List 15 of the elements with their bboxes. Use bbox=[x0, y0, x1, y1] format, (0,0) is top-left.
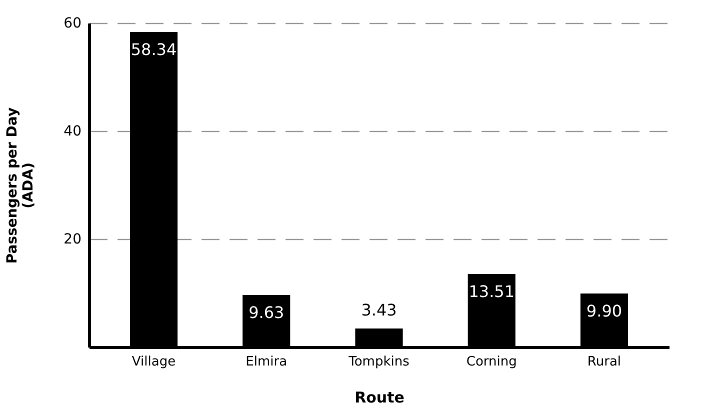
y-tick-label: 60 bbox=[64, 16, 82, 32]
data-label: 3.43 bbox=[361, 300, 397, 320]
data-label: 58.34 bbox=[130, 40, 177, 59]
y-axis-title: Passengers per Day (ADA) bbox=[4, 107, 37, 264]
x-axis-title: Route bbox=[354, 388, 404, 406]
x-tick-label: Elmira bbox=[246, 354, 288, 370]
data-label: 9.90 bbox=[586, 302, 622, 321]
x-tick-label: Rural bbox=[587, 354, 622, 370]
data-label: 9.63 bbox=[248, 303, 284, 322]
x-tick-label: Village bbox=[132, 354, 176, 370]
y-tick-label: 20 bbox=[64, 232, 82, 248]
data-label: 13.51 bbox=[468, 282, 515, 302]
y-tick-label: 40 bbox=[64, 124, 82, 140]
x-tick-label: Tompkins bbox=[348, 354, 410, 370]
x-tick-label: Corning bbox=[466, 354, 517, 370]
